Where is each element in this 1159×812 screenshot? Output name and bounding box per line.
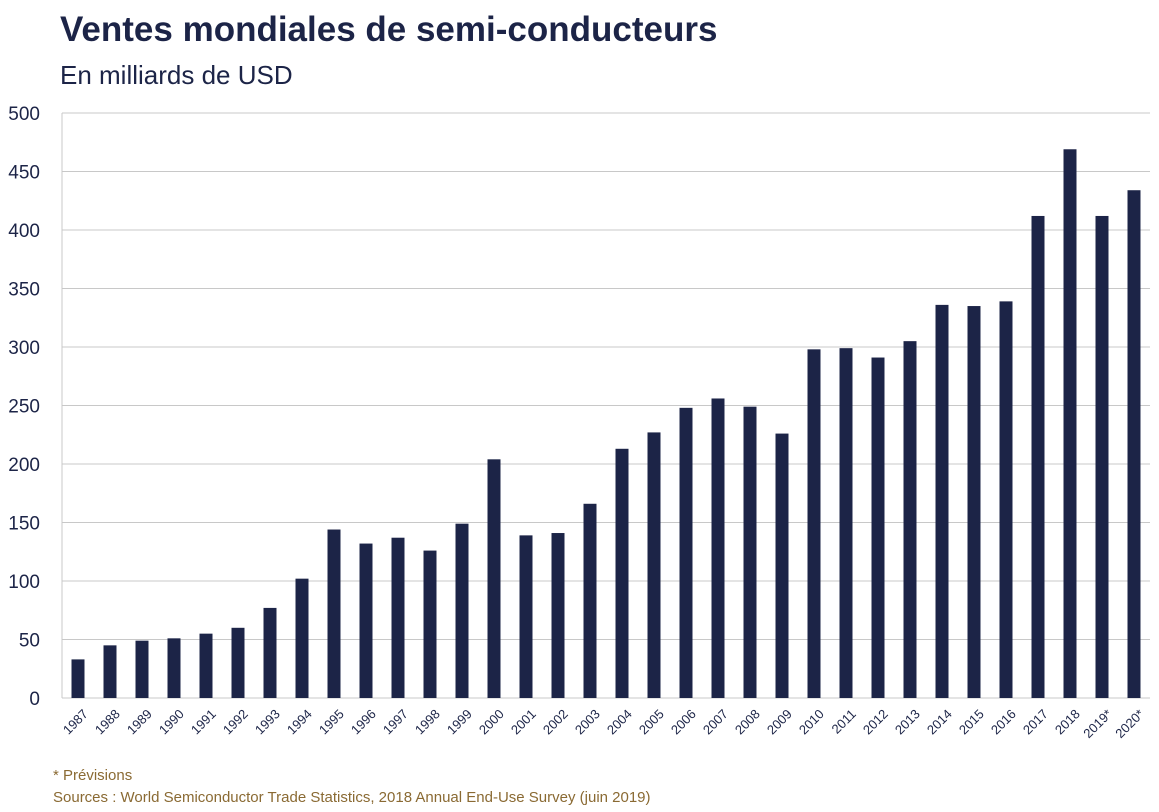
bar-2010 <box>807 349 821 698</box>
x-tick-label: 1988 <box>92 706 123 737</box>
bar-2006 <box>679 407 693 698</box>
x-tick-label: 2019* <box>1080 706 1115 741</box>
x-axis-ticks: 1987 1988 1989 1990 1991 1992 1993 1994 1995 1996… <box>60 706 1147 741</box>
bar-2020* <box>1127 190 1141 698</box>
bar-2007 <box>711 398 725 698</box>
bar-1989 <box>135 640 149 698</box>
bar-2005 <box>647 432 661 698</box>
x-tick-label: 2012 <box>860 706 891 737</box>
y-tick-label: 0 <box>29 689 40 710</box>
x-tick-label: 2003 <box>572 706 603 737</box>
x-tick-label: 2007 <box>700 706 731 737</box>
y-tick-label: 50 <box>19 631 40 652</box>
x-tick-label: 2001 <box>508 706 539 737</box>
bar-1992 <box>231 627 245 698</box>
x-tick-label: 2005 <box>636 706 667 737</box>
bar-2011 <box>839 348 853 698</box>
x-tick-label: 2010 <box>796 706 827 737</box>
x-tick-label: 1987 <box>60 706 91 737</box>
forecast-footnote: * Prévisions <box>53 767 133 784</box>
bar-2019* <box>1095 215 1109 698</box>
y-tick-label: 100 <box>8 572 40 593</box>
x-tick-label: 2009 <box>764 706 795 737</box>
bar-1988 <box>103 645 117 698</box>
bar-2004 <box>615 448 629 698</box>
chart-subtitle: En milliards de USD <box>60 60 293 90</box>
x-tick-label: 1989 <box>124 706 155 737</box>
y-tick-label: 300 <box>8 338 40 359</box>
bar-1991 <box>199 633 213 698</box>
x-tick-label: 1991 <box>188 706 219 737</box>
y-tick-label: 200 <box>8 455 40 476</box>
x-tick-label: 1998 <box>412 706 443 737</box>
y-tick-label: 400 <box>8 221 40 242</box>
bar-2002 <box>551 533 565 698</box>
x-tick-label: 1999 <box>444 706 475 737</box>
bar-2012 <box>871 357 885 698</box>
bar-2018 <box>1063 149 1077 698</box>
x-tick-label: 2000 <box>476 706 507 737</box>
bar-2013 <box>903 341 917 698</box>
x-tick-label: 2008 <box>732 706 763 737</box>
x-tick-label: 2015 <box>956 706 987 737</box>
x-tick-label: 1995 <box>316 706 347 737</box>
y-tick-label: 350 <box>8 280 40 301</box>
x-tick-label: 1993 <box>252 706 283 737</box>
x-tick-label: 2014 <box>924 706 955 737</box>
bar-2000 <box>487 459 501 698</box>
x-tick-label: 2016 <box>988 706 1019 737</box>
bars <box>71 149 1141 698</box>
x-tick-label: 2002 <box>540 706 571 737</box>
bar-1997 <box>391 537 405 698</box>
bar-1998 <box>423 550 437 698</box>
bar-1993 <box>263 607 277 698</box>
gridlines <box>61 112 1150 699</box>
x-tick-label: 2006 <box>668 706 699 737</box>
bar-2008 <box>743 406 757 698</box>
x-tick-label: 2018 <box>1052 706 1083 737</box>
y-tick-label: 150 <box>8 514 40 535</box>
bar-2009 <box>775 433 789 698</box>
source-note: Sources : World Semiconductor Trade Stat… <box>53 789 651 806</box>
bar-2014 <box>935 304 949 698</box>
bar-1995 <box>327 529 341 698</box>
x-tick-label: 1997 <box>380 706 411 737</box>
bar-1994 <box>295 578 309 698</box>
y-tick-label: 250 <box>8 397 40 418</box>
bar-2015 <box>967 306 981 698</box>
bar-2016 <box>999 301 1013 698</box>
bar-2001 <box>519 535 533 698</box>
y-tick-label: 450 <box>8 163 40 184</box>
x-tick-label: 1990 <box>156 706 187 737</box>
bar-1990 <box>167 638 181 698</box>
y-axis-ticks: 0 50 100 150 200 250 300 350 400 450 500 <box>8 104 40 710</box>
x-tick-label: 1994 <box>284 706 315 737</box>
bar-1996 <box>359 543 373 698</box>
bar-1999 <box>455 523 469 698</box>
bar-2003 <box>583 503 597 698</box>
x-tick-label: 1996 <box>348 706 379 737</box>
bar-1987 <box>71 659 85 698</box>
x-tick-label: 1992 <box>220 706 251 737</box>
x-tick-label: 2013 <box>892 706 923 737</box>
x-tick-label: 2017 <box>1020 706 1051 737</box>
bar-2017 <box>1031 215 1045 698</box>
x-tick-label: 2020* <box>1112 706 1147 741</box>
y-tick-label: 500 <box>8 104 40 125</box>
chart-title: Ventes mondiales de semi-conducteurs <box>60 10 718 49</box>
x-tick-label: 2011 <box>829 706 859 736</box>
x-tick-label: 2004 <box>604 706 635 737</box>
